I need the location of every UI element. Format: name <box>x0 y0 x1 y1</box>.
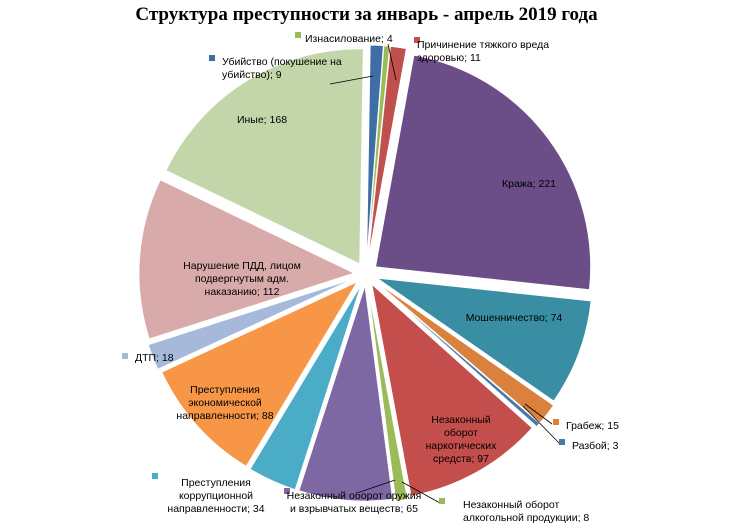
pie-slice <box>371 283 533 497</box>
pie-slice <box>249 284 362 491</box>
data-label: ДТП; 18 <box>135 352 174 364</box>
pie-slice <box>367 45 407 261</box>
leader-line <box>522 405 561 445</box>
pie-slice <box>161 281 359 467</box>
pie-slice <box>377 277 592 402</box>
data-label: Нарушение ПДД, лицом подвергнутым адм. нак… <box>183 260 301 298</box>
legend-key <box>284 488 290 494</box>
pie-slice <box>366 45 391 261</box>
leader-line <box>329 75 374 85</box>
pie-slice <box>366 44 384 261</box>
data-label: Кража; 221 <box>502 178 556 190</box>
chart-title: Структура преступности за январь - апрел… <box>135 4 598 25</box>
data-label: Незаконный оборот наркотических средств; 97 <box>426 414 497 465</box>
pie-slice <box>165 48 364 265</box>
legend-key <box>209 55 215 61</box>
pie-slice <box>376 282 555 424</box>
data-label: Убийство (покушение на убийство); 9 <box>222 56 342 81</box>
legend-key <box>414 37 420 43</box>
data-label: Разбой; 3 <box>572 440 619 452</box>
data-label: Причинение тяжкого вреда здоровью; 11 <box>417 39 549 64</box>
legend-key <box>439 498 445 504</box>
data-label: Незаконный оборот оружия и взрывчатых вещ… <box>287 490 422 515</box>
leader-line <box>359 479 396 493</box>
leader-line <box>524 403 553 425</box>
data-label: Преступления коррупционной направленности;… <box>167 477 264 515</box>
pie-slice <box>298 285 394 502</box>
leader-line <box>401 481 441 504</box>
leader-line <box>387 43 397 81</box>
pie-slice <box>138 179 356 340</box>
legend-key <box>553 419 559 425</box>
pie-slice <box>367 287 408 502</box>
data-label: Иные; 168 <box>237 114 287 126</box>
pie-slice <box>375 54 592 291</box>
data-label: Мошенничество; 74 <box>466 312 563 324</box>
legend-key <box>559 439 565 445</box>
legend-key <box>122 353 128 359</box>
legend-key <box>152 473 158 479</box>
legend-key <box>295 32 301 38</box>
pie-slice <box>147 278 354 370</box>
data-label: Преступления экономической направленности;… <box>176 384 273 422</box>
data-label: Грабеж; 15 <box>566 420 619 432</box>
data-label: Изнасилование; 4 <box>305 33 393 45</box>
data-label: Незаконный оборот алкогольной продукции; … <box>463 499 589 524</box>
